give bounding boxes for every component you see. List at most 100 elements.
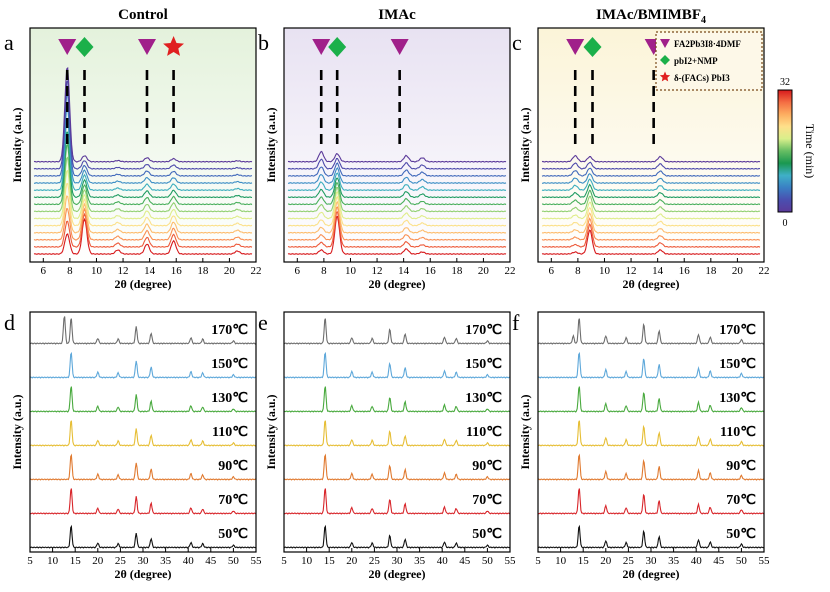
y-axis-label: Intensity (a.u.) [518,107,532,182]
series-label: 130℃ [719,391,756,406]
series-line [537,318,765,345]
x-tick-label: 35 [414,555,426,567]
series-line [287,211,507,248]
x-tick-label: 30 [392,555,404,567]
series-line [33,195,253,234]
panel-letter: e [258,310,268,335]
series-line [33,66,253,163]
series-label: 50℃ [472,527,502,542]
series-label: 90℃ [472,459,502,474]
title-base: IMAc/BMIMBF [596,7,701,23]
diamond-marker [328,37,347,57]
diamond-marker [75,37,94,57]
triangle-marker [312,39,331,55]
series-line [283,318,511,345]
series-line [541,154,761,163]
title-subscript: 4 [701,15,706,26]
x-tick-label: 8 [321,265,327,277]
series-line [537,386,765,413]
series-line [287,195,507,227]
series-line [29,386,257,413]
series-line [283,420,511,447]
series-line [541,178,761,192]
x-tick-label: 35 [160,555,172,567]
series-line [33,183,253,227]
series-label: 130℃ [211,391,248,406]
series-line [33,212,253,248]
x-axis-label: 2θ (degree) [368,567,425,581]
series-line [287,150,507,163]
x-tick-label: 22 [251,265,262,277]
panel-frame [537,27,765,263]
series-line [541,207,761,227]
x-tick-label: 35 [668,555,680,567]
legend-box [655,31,763,91]
x-tick-label: 16 [425,265,437,277]
series-line [537,453,765,481]
x-tick-label: 40 [437,555,449,567]
series-line [287,177,507,199]
x-tick-label: 45 [205,555,217,567]
x-tick-label: 40 [183,555,195,567]
x-tick-label: 10 [555,555,567,567]
series-label: 130℃ [465,391,502,406]
series-label: 50℃ [218,527,248,542]
x-tick-label: 50 [482,555,494,567]
diamond-marker [583,37,602,57]
series-line [29,351,256,379]
x-tick-label: 16 [171,265,183,277]
panel-letter: a [4,30,14,55]
x-tick-label: 15 [578,555,590,567]
series-line [287,162,507,177]
x-tick-label: 55 [251,555,263,567]
x-axis-label: 2θ (degree) [622,567,679,581]
triangle-marker [390,39,409,55]
triangle-marker [58,39,77,55]
triangle-marker [137,39,156,55]
x-axis-label: 2θ (degree) [622,277,679,291]
panel-f: 50℃ 70℃ 90℃ 110℃ 130℃ 150℃ 170℃ 5 10 15 20 25 30 35 40… [512,310,770,581]
series-line [541,173,761,184]
x-tick-label: 20 [478,265,490,277]
star-marker [163,36,184,56]
x-tick-label: 10 [47,555,59,567]
series-label: 70℃ [726,493,756,508]
x-tick-label: 14 [144,265,156,277]
series-line [541,201,761,220]
series-line [541,161,761,170]
panel-a: 6 8 10 12 14 16 18 20 22 2θ (degree) Intensity (a.… [4,27,262,291]
series-line [541,229,761,255]
x-tick-label: 22 [759,265,770,277]
series-line [287,215,507,255]
series-label: 170℃ [211,323,248,338]
x-tick-label: 20 [92,555,104,567]
x-tick-label: 5 [281,555,287,567]
x-tick-label: 50 [228,555,240,567]
series-line [33,207,253,241]
x-tick-label: 25 [369,555,381,567]
series-line [537,524,765,549]
series-line [288,182,507,206]
x-tick-label: 40 [691,555,703,567]
y-axis-label: Intensity (a.u.) [518,394,532,469]
panel-letter: c [512,30,522,55]
x-tick-label: 20 [224,265,236,277]
x-tick-label: 55 [505,555,517,567]
x-tick-label: 30 [646,555,658,567]
panel-e: 50℃ 70℃ 90℃ 110℃ 130℃ 150℃ 170℃ 5 10 15 20 25 30 35 40… [258,310,516,581]
panel-title: IMAc [378,7,416,23]
colorbar-label: Time (min) [803,124,817,179]
series-line [33,131,253,199]
series-line [287,172,507,192]
y-axis-label: Intensity (a.u.) [10,107,24,182]
series-line [29,316,257,345]
x-tick-label: 45 [459,555,471,567]
x-axis-label: 2θ (degree) [114,277,171,291]
x-tick-label: 6 [295,265,301,277]
series-line [33,156,253,213]
series-line [33,169,253,220]
panel-background [284,28,510,262]
series-line [541,212,761,234]
legend-label: pbI2+NMP [674,56,718,66]
